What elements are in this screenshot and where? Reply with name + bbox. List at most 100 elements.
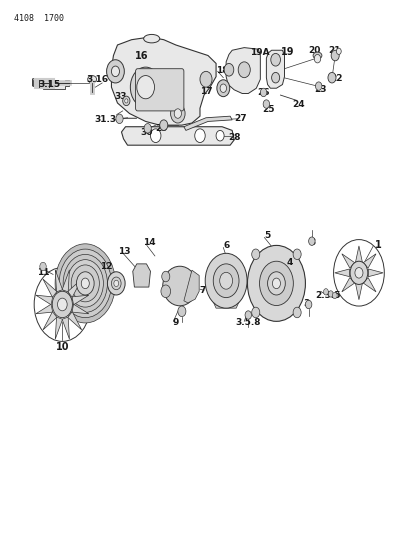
Text: 23: 23: [315, 85, 327, 94]
Circle shape: [272, 72, 279, 83]
Circle shape: [106, 60, 124, 83]
FancyBboxPatch shape: [33, 79, 42, 86]
Polygon shape: [363, 254, 376, 268]
Circle shape: [220, 272, 233, 289]
Polygon shape: [72, 304, 89, 314]
Text: 29: 29: [155, 124, 168, 133]
Ellipse shape: [163, 266, 197, 306]
Text: 13: 13: [118, 247, 131, 256]
Polygon shape: [111, 37, 216, 125]
Ellipse shape: [88, 76, 97, 83]
Text: 4: 4: [287, 259, 293, 268]
Circle shape: [220, 84, 226, 92]
Circle shape: [355, 268, 363, 278]
Circle shape: [81, 278, 89, 289]
Polygon shape: [335, 269, 350, 277]
Circle shape: [58, 298, 67, 311]
Text: 5: 5: [264, 231, 271, 240]
Circle shape: [273, 278, 280, 289]
Polygon shape: [62, 270, 69, 292]
Polygon shape: [212, 299, 240, 308]
Polygon shape: [33, 80, 69, 89]
Circle shape: [252, 307, 260, 318]
Circle shape: [125, 99, 128, 103]
Text: 17: 17: [200, 87, 212, 96]
Circle shape: [260, 88, 267, 96]
Circle shape: [245, 311, 251, 319]
Polygon shape: [43, 312, 57, 330]
Text: 30: 30: [141, 127, 153, 136]
Text: 10: 10: [55, 342, 69, 352]
Polygon shape: [43, 279, 57, 297]
Polygon shape: [55, 317, 62, 339]
Text: 33: 33: [114, 92, 127, 101]
Circle shape: [324, 289, 328, 295]
Text: 3: 3: [304, 299, 310, 308]
Circle shape: [238, 62, 250, 78]
Text: 9: 9: [173, 318, 179, 327]
Text: 20: 20: [308, 46, 321, 55]
Circle shape: [137, 76, 155, 99]
Polygon shape: [36, 304, 53, 314]
Circle shape: [263, 100, 270, 108]
Circle shape: [111, 66, 120, 77]
Circle shape: [308, 237, 315, 245]
Text: 3.5.8: 3.5.8: [235, 318, 261, 327]
Circle shape: [178, 306, 186, 317]
Circle shape: [67, 260, 103, 307]
Ellipse shape: [144, 35, 160, 43]
Circle shape: [116, 114, 123, 124]
Circle shape: [333, 292, 337, 298]
Text: 3: 3: [310, 238, 316, 247]
Text: 7: 7: [200, 286, 206, 295]
Circle shape: [111, 277, 121, 290]
Polygon shape: [226, 47, 260, 93]
Circle shape: [259, 261, 293, 305]
Polygon shape: [36, 295, 53, 305]
Circle shape: [200, 71, 212, 87]
Circle shape: [306, 300, 312, 309]
Circle shape: [63, 254, 107, 312]
Circle shape: [331, 50, 339, 61]
Text: 2.3.5: 2.3.5: [315, 291, 341, 300]
Ellipse shape: [313, 52, 322, 59]
Circle shape: [52, 292, 72, 318]
Circle shape: [217, 80, 230, 96]
Circle shape: [174, 109, 182, 118]
Text: 14: 14: [143, 238, 156, 247]
Circle shape: [171, 104, 185, 123]
Text: 3.16: 3.16: [86, 75, 109, 84]
Polygon shape: [68, 312, 82, 330]
Circle shape: [328, 291, 333, 297]
Circle shape: [144, 124, 151, 133]
Polygon shape: [342, 254, 355, 268]
Circle shape: [130, 67, 161, 107]
Circle shape: [76, 272, 94, 295]
Circle shape: [328, 72, 336, 83]
Circle shape: [205, 253, 247, 308]
Circle shape: [337, 48, 341, 54]
Circle shape: [71, 265, 100, 302]
Text: 19A: 19A: [250, 48, 269, 57]
Circle shape: [293, 307, 301, 318]
Polygon shape: [266, 50, 284, 88]
Circle shape: [213, 264, 239, 297]
Text: 21: 21: [328, 46, 341, 55]
Circle shape: [314, 54, 321, 63]
Text: 4108  1700: 4108 1700: [14, 14, 64, 23]
Text: 22: 22: [330, 74, 343, 83]
Polygon shape: [184, 270, 199, 303]
Circle shape: [55, 244, 115, 323]
Circle shape: [252, 249, 260, 260]
Polygon shape: [184, 116, 232, 131]
Text: 12: 12: [100, 262, 113, 271]
Text: 27: 27: [235, 114, 247, 123]
Polygon shape: [55, 270, 62, 292]
Text: 11: 11: [37, 268, 49, 277]
Polygon shape: [122, 127, 234, 145]
Polygon shape: [133, 264, 151, 287]
Polygon shape: [68, 279, 82, 297]
Text: 24: 24: [292, 100, 305, 109]
Polygon shape: [355, 284, 362, 300]
Polygon shape: [62, 317, 69, 339]
